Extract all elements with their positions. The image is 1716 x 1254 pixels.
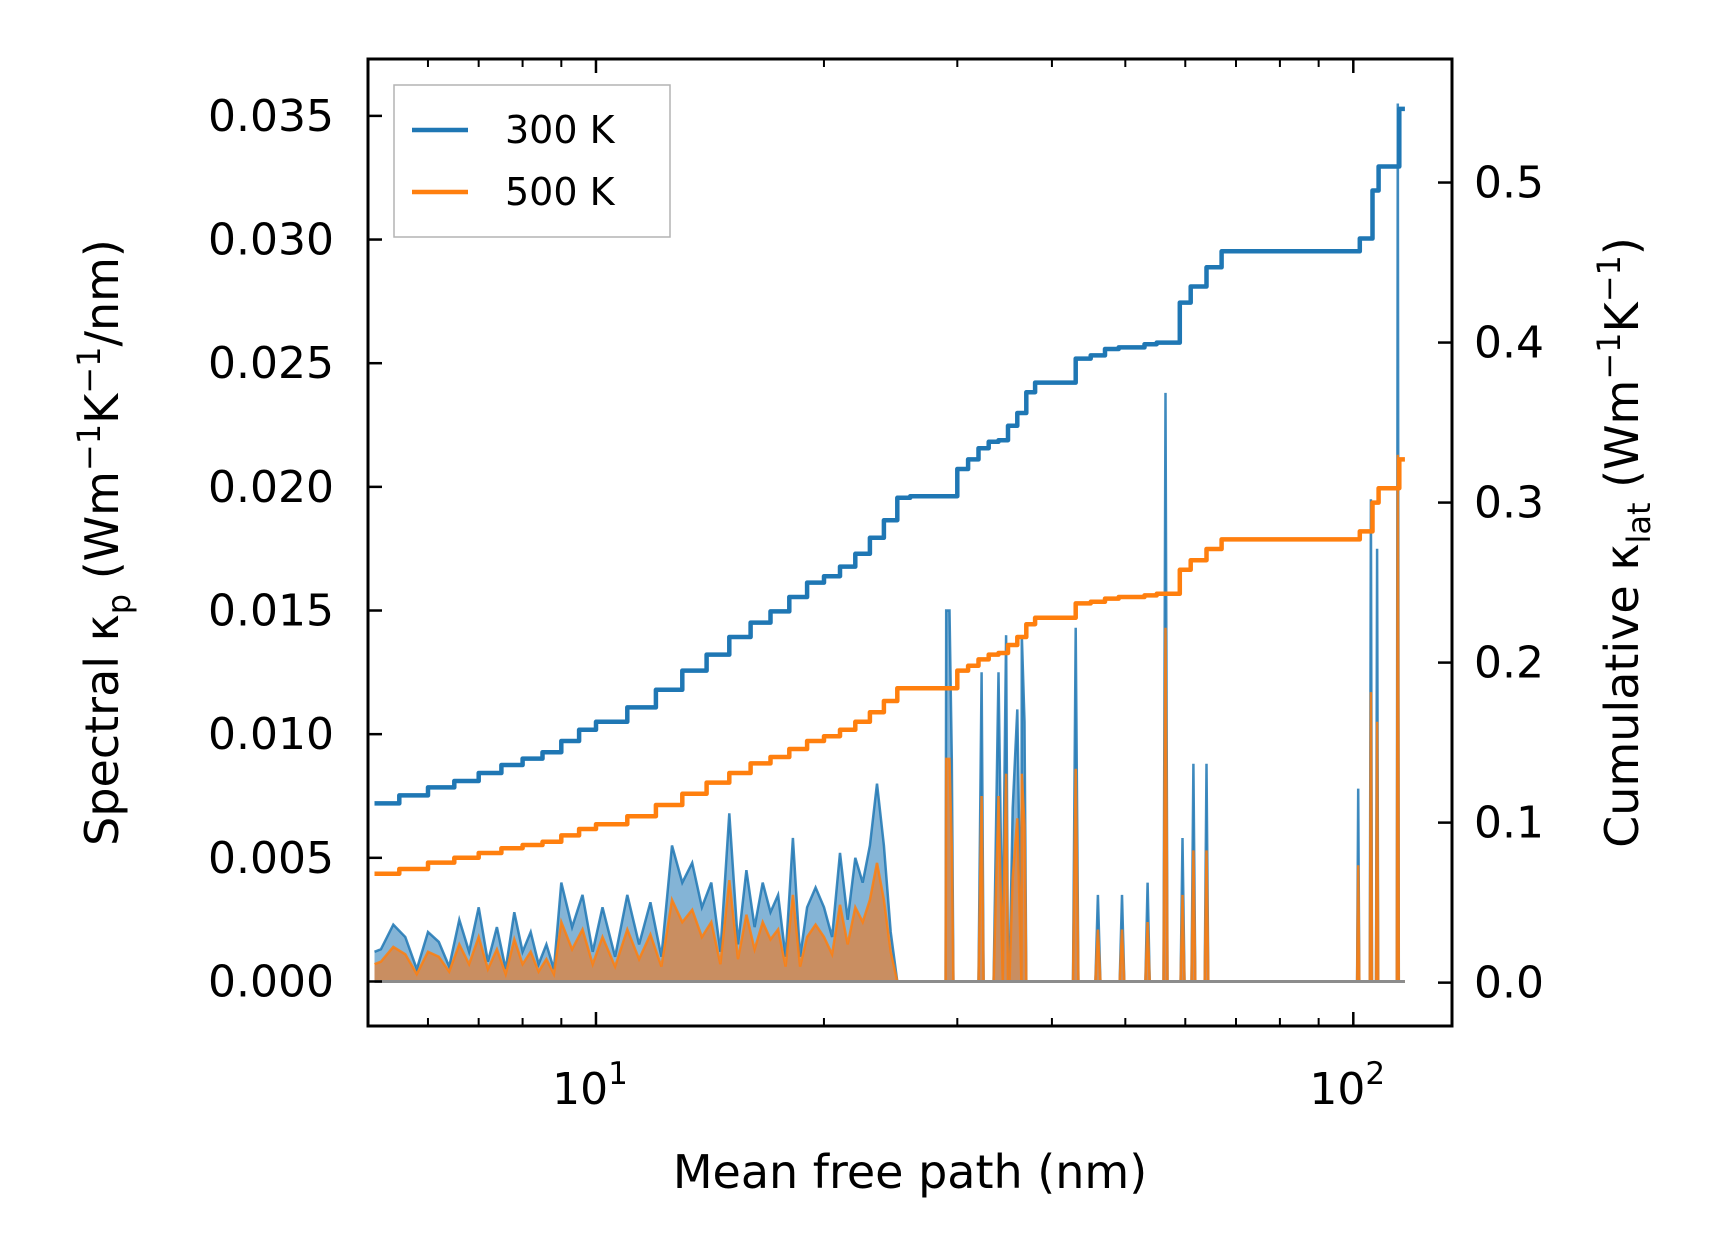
y-right-tick-label: 0.4 bbox=[1474, 318, 1544, 369]
y-left-tick-label: 0.030 bbox=[208, 215, 334, 266]
y-left-tick-label: 0.010 bbox=[208, 709, 334, 760]
y-left-tick-label: 0.020 bbox=[208, 462, 334, 513]
y-left-tick-label: 0.035 bbox=[208, 91, 334, 142]
y-right-tick-label: 0.0 bbox=[1474, 958, 1544, 1009]
legend-frame bbox=[393, 84, 671, 238]
y-right-axis-label: Cumulative κlat (Wm−1K−1) bbox=[1590, 237, 1658, 848]
axes-layer bbox=[366, 57, 1454, 1028]
cumulative-line-300-k bbox=[374, 106, 1405, 806]
plot-frame bbox=[366, 57, 1454, 1028]
x-tick-label: 101 bbox=[552, 1056, 628, 1115]
y-right-tick-label: 0.5 bbox=[1474, 158, 1544, 209]
cumulative-line-500-k bbox=[374, 457, 1405, 877]
y-left-tick-label: 0.015 bbox=[208, 586, 334, 637]
spectral-layer bbox=[374, 103, 1405, 983]
x-axis-label: Mean free path (nm) bbox=[673, 1145, 1147, 1199]
y-right-tick-label: 0.2 bbox=[1474, 638, 1544, 689]
x-tick-label: 102 bbox=[1309, 1056, 1385, 1115]
y-left-tick-label: 0.000 bbox=[208, 956, 334, 1007]
legend-label: 500 K bbox=[505, 170, 616, 214]
legend-label: 300 K bbox=[505, 108, 616, 152]
y-left-axis-label: Spectral κp (Wm−1K−1/nm) bbox=[70, 239, 138, 846]
cumulative-layer bbox=[374, 106, 1405, 877]
legend: 300 K 500 K bbox=[393, 84, 671, 238]
y-right-tick-label: 0.3 bbox=[1474, 478, 1544, 529]
y-left-tick-label: 0.025 bbox=[208, 338, 334, 389]
y-left-tick-label: 0.005 bbox=[208, 833, 334, 884]
axis-labels: 101 1020.0000.0050.0100.0150.0200.0250.03… bbox=[70, 91, 1658, 1199]
y-right-tick-label: 0.1 bbox=[1474, 798, 1544, 849]
